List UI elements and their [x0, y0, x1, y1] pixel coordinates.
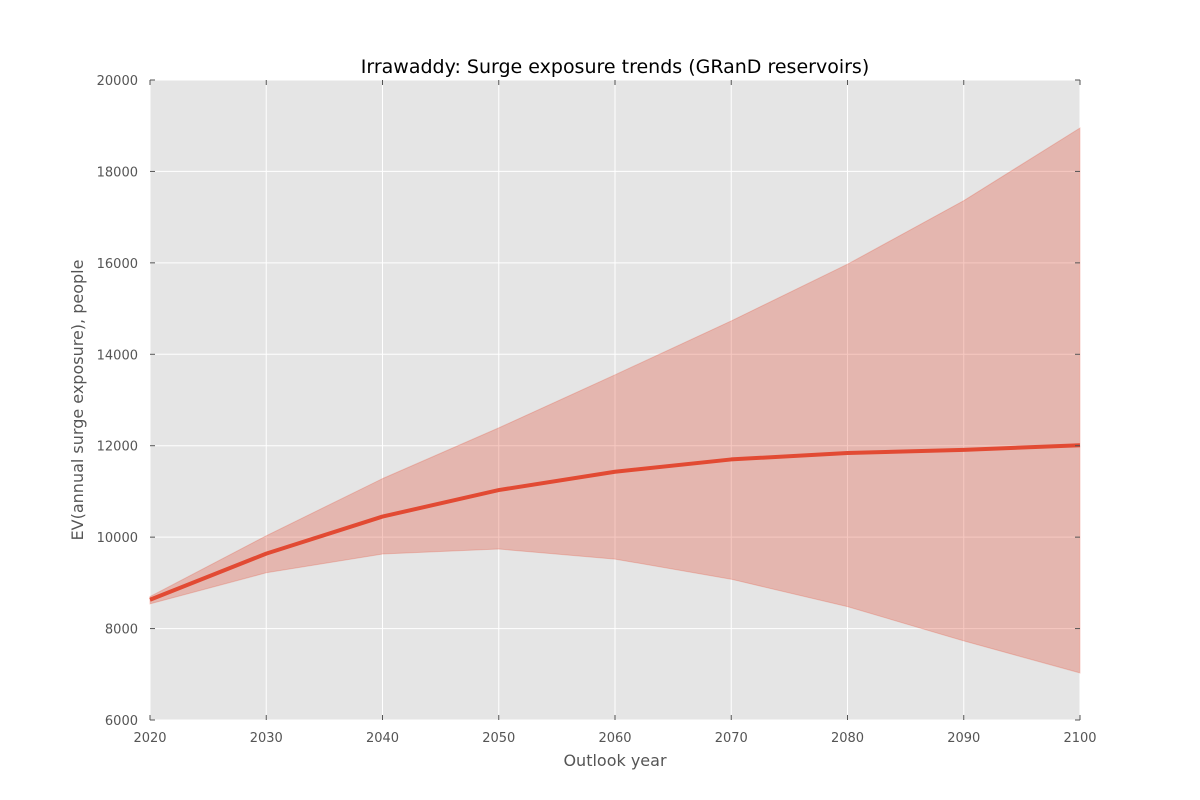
y-axis-label: EV(annual surge exposure), people	[68, 260, 87, 541]
y-tick-label: 14000	[97, 348, 138, 363]
x-tick-label: 2030	[250, 731, 283, 746]
x-tick-label: 2090	[947, 731, 980, 746]
x-tick-label: 2060	[598, 731, 631, 746]
y-tick-label: 10000	[97, 531, 138, 546]
x-tick-label: 2050	[482, 731, 515, 746]
y-tick-label: 12000	[97, 440, 138, 455]
x-tick-label: 2080	[831, 731, 864, 746]
x-axis-label: Outlook year	[563, 751, 667, 770]
y-tick-label: 16000	[97, 257, 138, 272]
x-tick-label: 2020	[133, 731, 166, 746]
y-tick-label: 18000	[97, 165, 138, 180]
y-tick-labels: 6000 8000 10000 12000 14000 16000 18000 20000	[97, 74, 138, 729]
axis-ticks	[149, 79, 1081, 721]
y-tick-label: 8000	[105, 623, 138, 638]
uncertainty-band	[149, 127, 1081, 674]
x-tick-labels: 2020 2030 2040 2050 2060 2070 2080 2090 2100	[133, 731, 1096, 746]
x-tick-label: 2100	[1063, 731, 1096, 746]
y-tick-label: 6000	[105, 714, 138, 729]
y-tick-label: 20000	[97, 74, 138, 89]
chart-title: Irrawaddy: Surge exposure trends (GRanD …	[361, 56, 869, 78]
x-tick-label: 2040	[366, 731, 399, 746]
x-tick-label: 2070	[715, 731, 748, 746]
series-line	[149, 443, 1081, 602]
